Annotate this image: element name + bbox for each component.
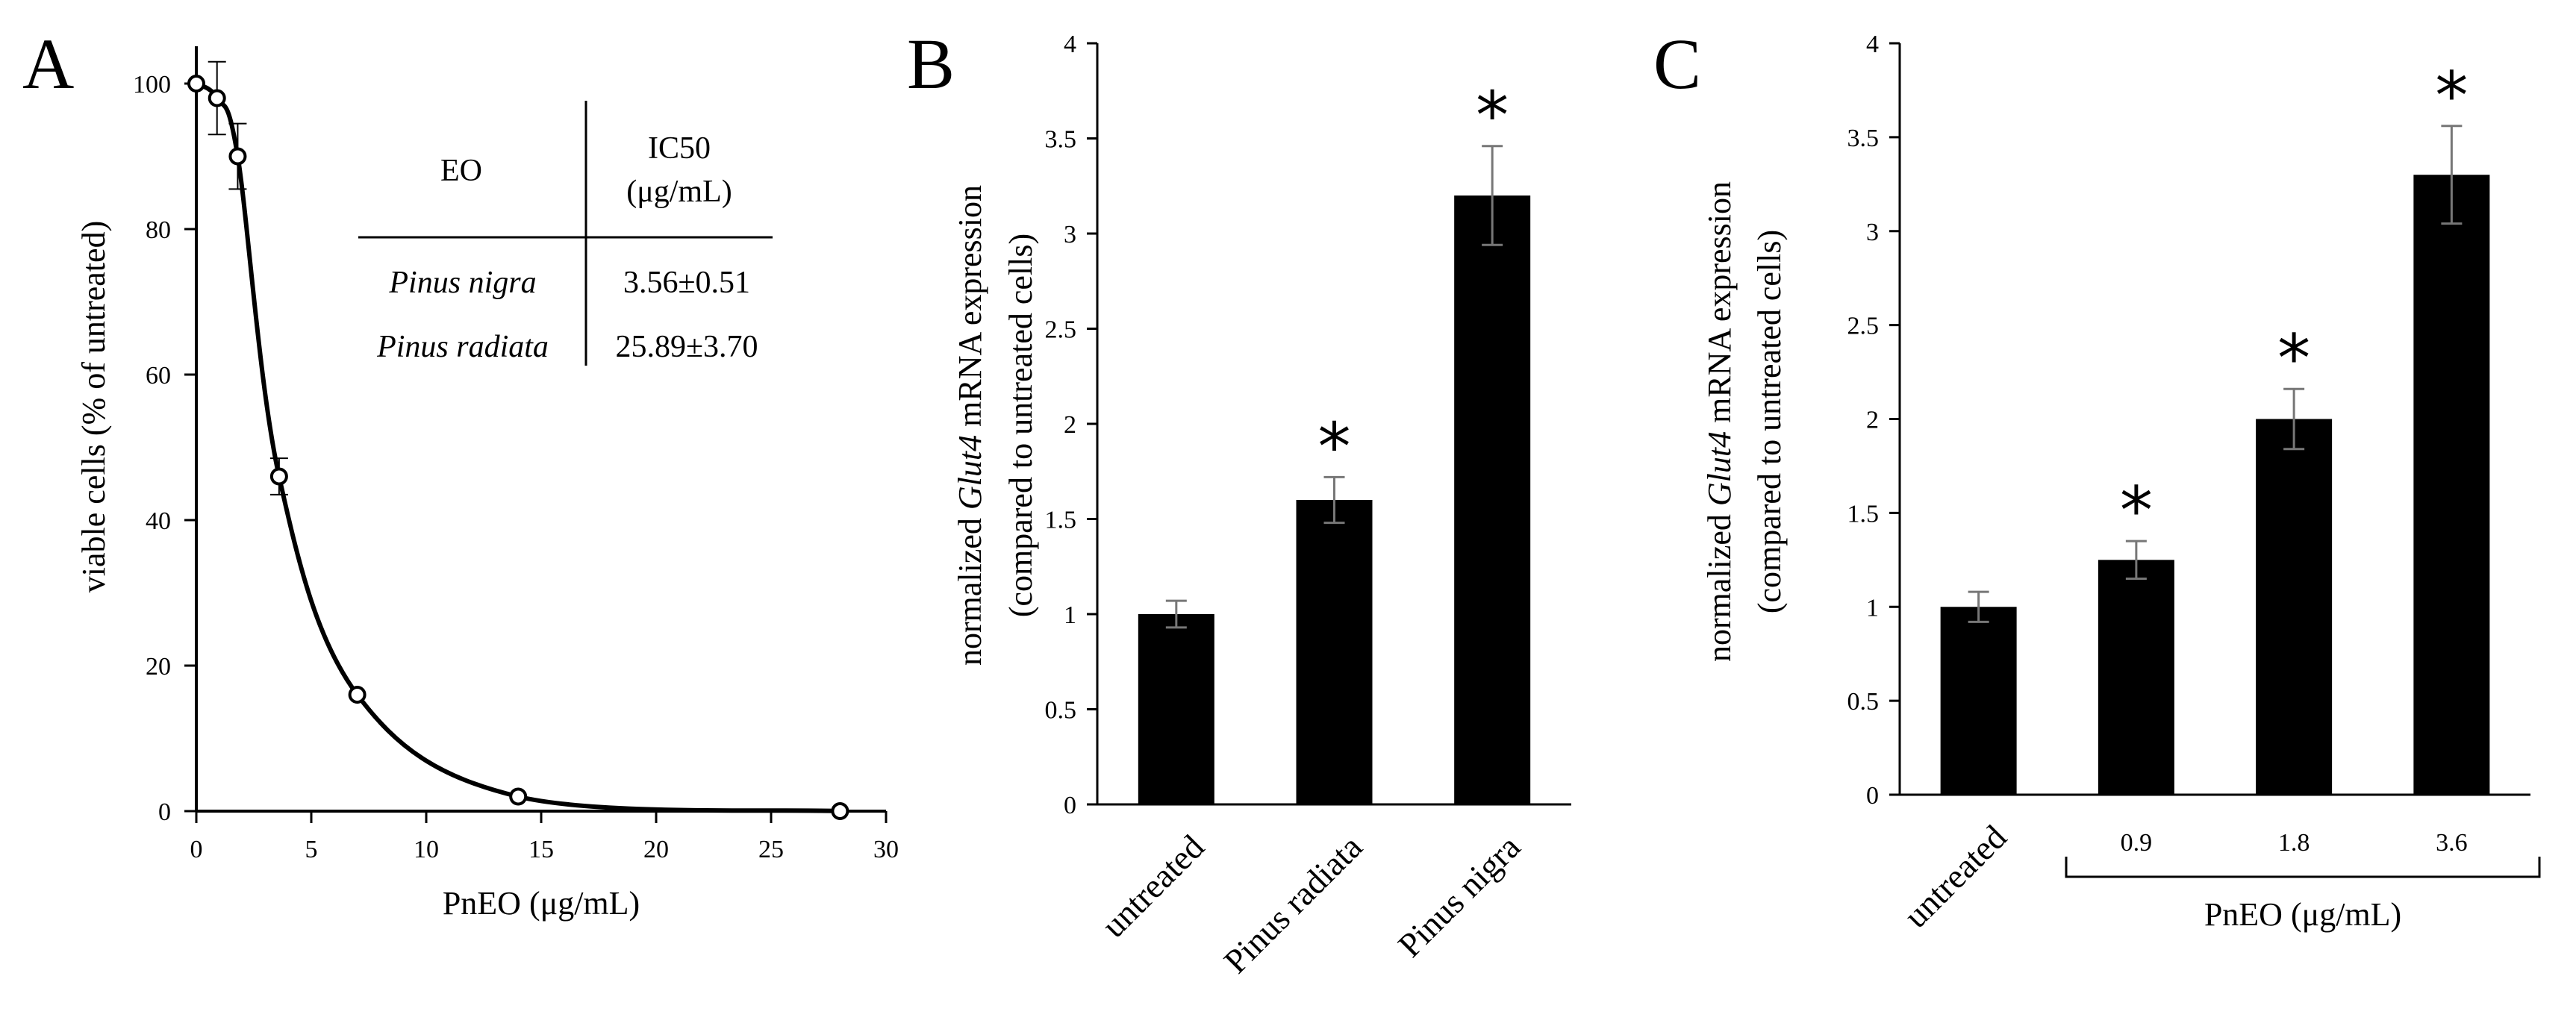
- category-label: Pinus radiata: [1217, 828, 1370, 981]
- panel-letter-b: B: [907, 24, 955, 104]
- panel-a-y-title: viable cells (% of untreated): [75, 221, 112, 592]
- glut4-gene-name: Glut4: [952, 435, 988, 510]
- ic50-row-value: 25.89±3.70: [615, 330, 758, 364]
- category-label: 3.6: [2436, 829, 2468, 857]
- y-tick-label: 0: [1866, 782, 1879, 810]
- y-tick-label: 4: [1866, 31, 1879, 58]
- data-point: [509, 787, 528, 806]
- y-tick-label: 3: [1866, 219, 1879, 246]
- y-tick-label: 0: [158, 798, 171, 826]
- ic50-row-name: Pinus radiata: [376, 330, 549, 364]
- y-tick-label: 1: [1866, 594, 1879, 622]
- category-label: 0.9: [2121, 829, 2153, 857]
- ic50-row-name: Pinus nigra: [388, 266, 536, 300]
- panel-b-y-title-part: mRNA expression: [952, 185, 988, 435]
- y-tick-label: 2: [1866, 407, 1879, 434]
- y-tick-label: 0: [1064, 792, 1076, 819]
- x-tick-label: 25: [758, 836, 784, 863]
- x-tick-label: 30: [873, 836, 899, 863]
- ic50-header-ic50: IC50: [648, 131, 711, 166]
- panel-b-y-title: normalized Glut4 mRNA expression: [952, 185, 988, 666]
- panel-letter-a: A: [22, 24, 74, 104]
- significance-star: *: [1318, 408, 1351, 485]
- data-point: [187, 75, 205, 93]
- y-tick-label: 3: [1064, 221, 1076, 248]
- panel-letter-c: C: [1653, 24, 1701, 104]
- y-tick-label: 1.5: [1045, 507, 1077, 534]
- x-tick-label: 0: [190, 836, 203, 863]
- bar: [2256, 419, 2333, 795]
- panel-c-group-label: PnEO (μg/mL): [2204, 896, 2401, 933]
- panel-c-y-title: normalized Glut4 mRNA expression: [1701, 181, 1738, 662]
- ic50-row-value: 3.56±0.51: [623, 266, 750, 300]
- panel-a-fit-curve: [195, 81, 841, 813]
- data-point: [208, 89, 226, 107]
- bar: [2098, 560, 2174, 795]
- panel-c-y-title-part: normalized: [1701, 506, 1738, 662]
- panel-c-chart: 0 0.5 1 1.5 2 2.5 3 3.5 4 * * * untreated 0.9 1.8 3.6…: [1701, 31, 2541, 935]
- ic50-header-eo: EO: [440, 154, 482, 188]
- category-label: Pinus nigra: [1391, 828, 1527, 964]
- y-tick-label: 1.5: [1847, 500, 1880, 528]
- y-tick-label: 3.5: [1045, 126, 1077, 154]
- bar: [1138, 614, 1214, 804]
- category-label: untreated: [1897, 818, 2014, 935]
- data-point: [831, 802, 849, 820]
- y-tick-label: 2.5: [1847, 313, 1880, 340]
- panel-c-y-title-part: mRNA expression: [1701, 181, 1738, 431]
- x-tick-label: 10: [414, 836, 439, 863]
- y-tick-label: 0.5: [1045, 697, 1077, 725]
- bar: [1454, 196, 1531, 804]
- y-tick-label: 2: [1064, 411, 1076, 439]
- significance-star: *: [2435, 57, 2468, 134]
- significance-star: *: [1476, 78, 1509, 154]
- panel-c-group-bracket: [2065, 857, 2541, 878]
- y-tick-label: 4: [1064, 31, 1076, 58]
- glut4-gene-name: Glut4: [1701, 431, 1738, 506]
- category-label: untreated: [1094, 828, 1211, 945]
- significance-star: *: [2120, 472, 2153, 549]
- panel-b-chart: 0 0.5 1 1.5 2 2.5 3 3.5 4 * * untreated Pinus radi…: [952, 31, 1571, 981]
- ic50-header-unit: (μg/mL): [626, 175, 732, 209]
- panel-a-chart: 0 20 40 60 80 100 0 5 10 15 20 25 30 PnEO (μg/mL) v…: [75, 46, 899, 922]
- y-tick-label: 20: [146, 653, 171, 681]
- category-label: 1.8: [2278, 829, 2310, 857]
- bar: [1296, 500, 1373, 804]
- panel-b-y-subtitle: (compared to untreated cells): [1002, 234, 1039, 617]
- x-tick-label: 20: [643, 836, 669, 863]
- y-tick-label: 0.5: [1847, 688, 1880, 716]
- x-tick-label: 5: [305, 836, 318, 863]
- bar: [1940, 607, 2017, 795]
- data-point: [228, 147, 247, 166]
- panel-c-y-subtitle: (compared to untreated cells): [1751, 230, 1788, 613]
- panel-b-y-title-part: normalized: [952, 510, 988, 666]
- ic50-table: EO IC50 (μg/mL) Pinus nigra 3.56±0.51 Pi…: [358, 101, 773, 366]
- y-tick-label: 40: [146, 507, 171, 535]
- x-tick-label: 15: [528, 836, 554, 863]
- data-point: [269, 467, 288, 486]
- bar: [2413, 175, 2490, 795]
- y-tick-label: 1: [1064, 601, 1076, 629]
- y-tick-label: 3.5: [1847, 125, 1880, 152]
- y-tick-label: 80: [146, 216, 171, 244]
- significance-star: *: [2277, 320, 2310, 397]
- y-tick-label: 100: [133, 71, 171, 98]
- y-tick-label: 2.5: [1045, 316, 1077, 344]
- panel-a-x-title: PnEO (μg/mL): [443, 885, 640, 922]
- data-point: [348, 686, 367, 704]
- y-tick-label: 60: [146, 362, 171, 390]
